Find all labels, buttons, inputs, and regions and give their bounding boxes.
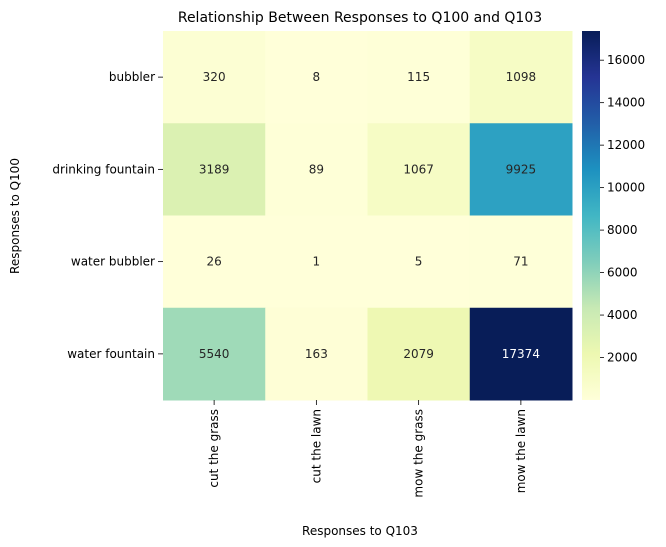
cell-value-label: 1098 bbox=[506, 70, 537, 84]
heatmap-cell bbox=[367, 215, 471, 309]
colorbar-tick-label: 6000 bbox=[607, 266, 638, 280]
x-tick-label: cut the lawn bbox=[309, 409, 323, 483]
heatmap-cell bbox=[265, 31, 368, 124]
heatmap-cells: 320 8 115 1098 3189 89 1067 9925 26 1 5 71 5540 163 20… bbox=[163, 31, 573, 401]
colorbar-tick-label: 8000 bbox=[607, 223, 638, 237]
heatmap-cell bbox=[265, 123, 368, 216]
chart-title: Relationship Between Responses to Q100 a… bbox=[178, 10, 542, 26]
cell-value-label: 2079 bbox=[403, 347, 434, 361]
x-tick-label: mow the grass bbox=[412, 409, 426, 498]
cell-value-label: 163 bbox=[305, 347, 328, 361]
y-axis-label: Responses to Q100 bbox=[8, 158, 22, 274]
cell-value-label: 1 bbox=[313, 255, 321, 269]
colorbar-tick-label: 14000 bbox=[607, 96, 645, 110]
heatmap-cell bbox=[469, 31, 573, 124]
colorbar-tick-label: 10000 bbox=[607, 181, 645, 195]
cell-value-label: 5540 bbox=[199, 347, 230, 361]
x-axis-label: Responses to Q103 bbox=[302, 524, 418, 538]
y-tick-label: bubbler bbox=[109, 70, 155, 84]
colorbar-ticks: 2000 4000 6000 8000 10000 12000 14000 16000 bbox=[600, 53, 645, 365]
colorbar-tick-label: 4000 bbox=[607, 308, 638, 322]
x-tick-label: cut the grass bbox=[207, 409, 221, 488]
heatmap-cell bbox=[163, 31, 266, 124]
y-tick-label: water bubbler bbox=[71, 255, 155, 269]
cell-value-label: 89 bbox=[309, 162, 324, 176]
heatmap-cell bbox=[163, 307, 266, 401]
y-axis-ticks: bubbler drinking fountain water bubbler wat… bbox=[52, 70, 163, 361]
cell-value-label: 1067 bbox=[403, 162, 434, 176]
colorbar-tick-label: 16000 bbox=[607, 53, 645, 67]
y-tick-label: water fountain bbox=[67, 347, 155, 361]
heatmap-cell bbox=[469, 215, 573, 309]
cell-value-label: 115 bbox=[407, 70, 430, 84]
heatmap-cell bbox=[265, 307, 368, 401]
heatmap-cell bbox=[367, 123, 471, 216]
cell-value-label: 3189 bbox=[199, 162, 230, 176]
heatmap-cell bbox=[265, 215, 368, 309]
cell-value-label: 9925 bbox=[506, 162, 537, 176]
cell-value-label: 320 bbox=[203, 70, 226, 84]
x-tick-label: mow the lawn bbox=[514, 409, 528, 493]
cell-value-label: 8 bbox=[313, 70, 321, 84]
heatmap-cell bbox=[163, 215, 266, 309]
x-axis-ticks: cut the grass cut the lawn mow the grass mo… bbox=[207, 400, 528, 498]
heatmap-cell bbox=[367, 307, 471, 401]
cell-value-label: 17374 bbox=[502, 347, 540, 361]
colorbar-tick-label: 12000 bbox=[607, 138, 645, 152]
y-tick-label: drinking fountain bbox=[52, 162, 155, 176]
cell-value-label: 26 bbox=[206, 255, 221, 269]
colorbar-tick-label: 2000 bbox=[607, 351, 638, 365]
heatmap-cell bbox=[469, 123, 573, 216]
heatmap-cell bbox=[367, 31, 471, 124]
colorbar bbox=[582, 31, 600, 400]
heatmap-cell bbox=[469, 307, 573, 401]
cell-value-label: 71 bbox=[513, 255, 528, 269]
cell-value-label: 5 bbox=[415, 255, 423, 269]
heatmap-cell bbox=[163, 123, 266, 216]
